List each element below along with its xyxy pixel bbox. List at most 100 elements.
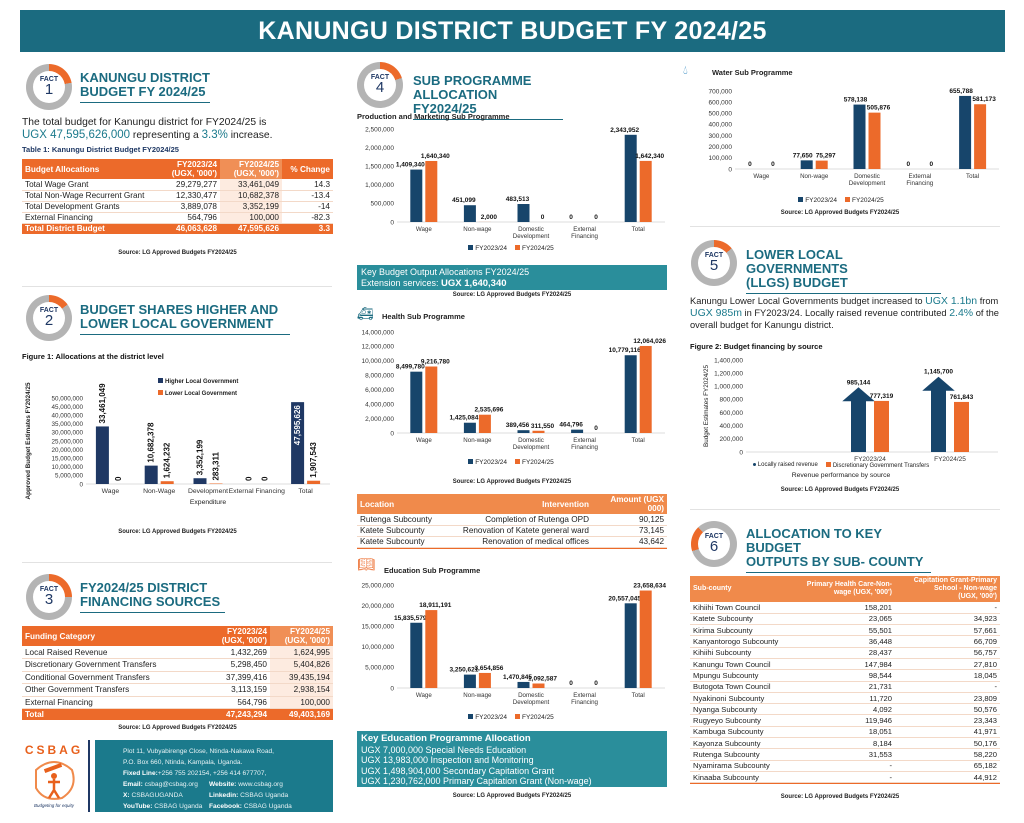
bar xyxy=(478,672,491,688)
table-cell: - xyxy=(800,760,895,772)
table-cell: 14.3 xyxy=(282,179,333,191)
legend-swatch xyxy=(825,462,831,467)
table-cell: 12,330,477 xyxy=(150,190,220,202)
table-row: Kirima Subcounty 55,501 57,661 xyxy=(690,624,1000,637)
table-cell: 5,298,450 xyxy=(205,658,270,672)
fact-label: FACT xyxy=(704,252,724,259)
y-tick-label: 12,000,000 xyxy=(361,344,394,351)
value-label: 0 xyxy=(929,161,933,168)
fact-number: 4 xyxy=(375,79,385,96)
x-handle[interactable]: CSBAGUGANDA xyxy=(131,792,183,799)
contact-label: Facebook: xyxy=(209,803,242,810)
bar xyxy=(639,590,652,688)
bar xyxy=(517,430,530,433)
bar xyxy=(463,422,476,433)
contact-label: X: xyxy=(123,792,130,799)
contact-label: Website: xyxy=(209,781,237,788)
y-tick-label: 15,000,000 xyxy=(361,624,394,631)
table-cell: 44,912 xyxy=(895,771,1000,784)
value-label: 1,145,700 xyxy=(924,369,953,376)
key-box-title: Key Education Programme Allocation xyxy=(361,733,531,744)
column-header: Capitation Grant-Primary School - Non-wa… xyxy=(895,576,1000,602)
category-label: Non-Wage xyxy=(143,488,175,495)
table-row: Discretionary Government Transfers 5,298,… xyxy=(22,658,333,672)
y-tick-label: 5,000,000 xyxy=(55,473,84,480)
bar xyxy=(410,169,423,222)
bar xyxy=(624,603,637,688)
value-label: 0 xyxy=(114,476,123,481)
email-link[interactable]: csbag@csbag.org xyxy=(144,781,198,788)
y-tick-label: 0 xyxy=(79,481,83,488)
value-label: 985,144 xyxy=(847,379,871,386)
table-cell: Kihiihi Subcounty xyxy=(690,647,800,659)
table-cell: 100,000 xyxy=(270,696,333,709)
table-row: Mpungu Subcounty 98,544 18,045 xyxy=(690,669,1000,682)
y-tick-label: 35,000,000 xyxy=(51,421,83,428)
page-title: KANUNGU DISTRICT BUDGET FY 2024/25 xyxy=(20,10,1005,52)
value-label: 1,092,587 xyxy=(528,675,557,682)
table-cell: 50,576 xyxy=(895,703,1000,716)
table-cell: Kirima Subcounty xyxy=(690,624,800,637)
table-cell: Katete Subcounty xyxy=(690,613,800,626)
table-row: Kambuga Subcounty 18,051 41,971 xyxy=(690,726,1000,739)
category-label-line: Domestic xyxy=(854,173,880,180)
column-header: FY2024/25 (UGX, '000') xyxy=(270,626,333,646)
y-tick-label: 400,000 xyxy=(709,122,733,129)
legend-swatch xyxy=(515,714,520,719)
table-cell: External Financing xyxy=(22,212,150,224)
value-label: 75,297 xyxy=(816,153,836,160)
category-label-line: Development xyxy=(849,180,886,187)
table-cell: Kanungu Town Council xyxy=(690,658,800,671)
column-header: Budget Allocations xyxy=(22,159,150,179)
title-line: KANUNGU DISTRICT xyxy=(80,70,210,85)
key-allocation-item: UGX 13,983,000 Inspection and Monitoring xyxy=(361,755,534,765)
category-label: Domestic Development xyxy=(513,437,550,451)
linkedin-link[interactable]: CSBAG Uganda xyxy=(240,792,289,799)
bar xyxy=(639,160,652,222)
fact1-summary: The total budget for Kanungu district fo… xyxy=(22,116,332,142)
legend-swatch xyxy=(468,245,474,250)
table-cell: 31,553 xyxy=(800,748,895,761)
key-allocation-item: UGX 7,000,000 Special Needs Education xyxy=(361,744,527,755)
bar xyxy=(624,134,637,222)
value-label: 1,409,340 xyxy=(396,162,425,169)
category-label: Wage xyxy=(102,488,120,495)
y-tick-label: 2,000,000 xyxy=(365,145,394,152)
category-label: FY2023/24 xyxy=(854,456,886,463)
youtube-link[interactable]: CSBAG Uganda xyxy=(154,803,203,810)
facebook-link[interactable]: CSBAG Uganda xyxy=(243,803,292,810)
fact-label: FACT xyxy=(39,76,59,83)
summary-text: of the overall budget for Kanungu distri… xyxy=(690,308,999,330)
category-label: FY2024/25 xyxy=(934,456,966,463)
contact-label: Email: xyxy=(123,781,143,788)
table-cell: 23,065 xyxy=(800,613,895,626)
fact5-title: LOWER LOCAL GOVERNMENTS (LLGS) BUDGET xyxy=(746,248,941,294)
table-cell: 10,682,378 xyxy=(220,190,282,202)
y-tick-label: 1,500,000 xyxy=(365,164,394,171)
table-cell: 28,437 xyxy=(800,647,895,659)
value-label: 1,624,232 xyxy=(163,442,172,478)
legend-label: FY2024/25 xyxy=(852,197,884,204)
value-label: 12,064,026 xyxy=(633,338,666,345)
value-label: 2,000 xyxy=(481,214,498,221)
fact-label: FACT xyxy=(370,74,390,81)
y-tick-label: 100,000 xyxy=(709,155,733,162)
table-cell: Rugyeyo Subcounty xyxy=(690,714,800,727)
table-cell: Rutenga Subcounty xyxy=(357,514,447,526)
category-label-line: External xyxy=(573,437,596,444)
title-line: LOWER LOCAL GOVERNMENTS xyxy=(746,247,848,276)
figure1-chart: 05,000,00010,000,00015,000,00020,000,000… xyxy=(25,382,330,506)
source-note: Source: LG Approved Budgets FY2024/25 xyxy=(452,292,572,298)
category-label-line: External xyxy=(573,226,596,233)
fact-label: FACT xyxy=(704,533,724,540)
website-link[interactable]: www.csbag.org xyxy=(238,781,283,788)
table-cell: 41,971 xyxy=(895,726,1000,739)
table-cell: 18,051 xyxy=(800,726,895,739)
address-line: Plot 11, Vubyabirenge Close, Ntinda-Naka… xyxy=(123,748,275,755)
value-label: 18,911,191 xyxy=(419,602,452,609)
bar xyxy=(463,205,476,222)
source-note: Source: LG Approved Budgets FY2024/25 xyxy=(780,487,900,493)
value-label: 33,461,049 xyxy=(98,383,107,424)
legend-label: FY2023/24 xyxy=(475,459,507,466)
column-header: FY2023/24 (UGX, '000') xyxy=(205,626,270,646)
